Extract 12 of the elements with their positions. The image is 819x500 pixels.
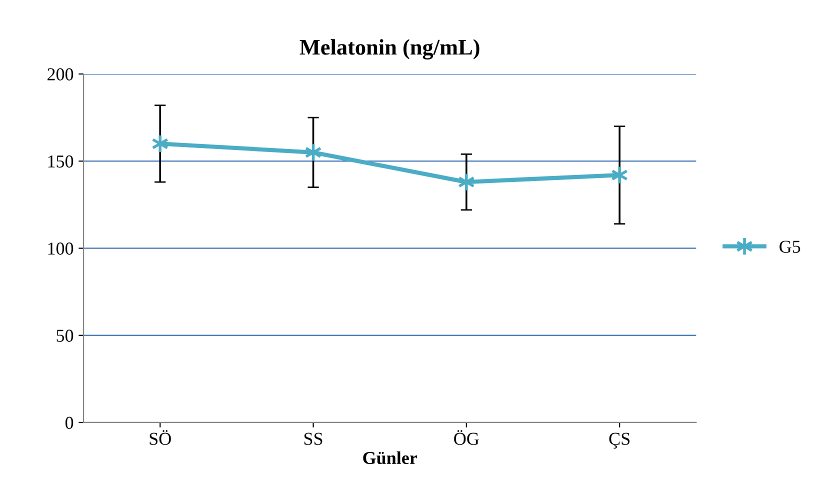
x-tick-label: ÇS [609,432,630,449]
x-tick-label: ÖG [454,430,479,445]
x-tick-label: SÖ [150,430,171,445]
y-tick-label: 0 [65,416,74,429]
legend-label: G5 [780,240,800,253]
y-tick-label: 100 [48,242,74,255]
x-axis-title: Günler [363,451,418,464]
y-tick-label: 200 [48,68,74,80]
y-tick-label: 150 [48,155,74,168]
x-tick-label: SS [304,432,322,445]
y-tick-label: 50 [56,330,74,342]
chart-title: Melatonin (ng/mL) [300,39,480,60]
